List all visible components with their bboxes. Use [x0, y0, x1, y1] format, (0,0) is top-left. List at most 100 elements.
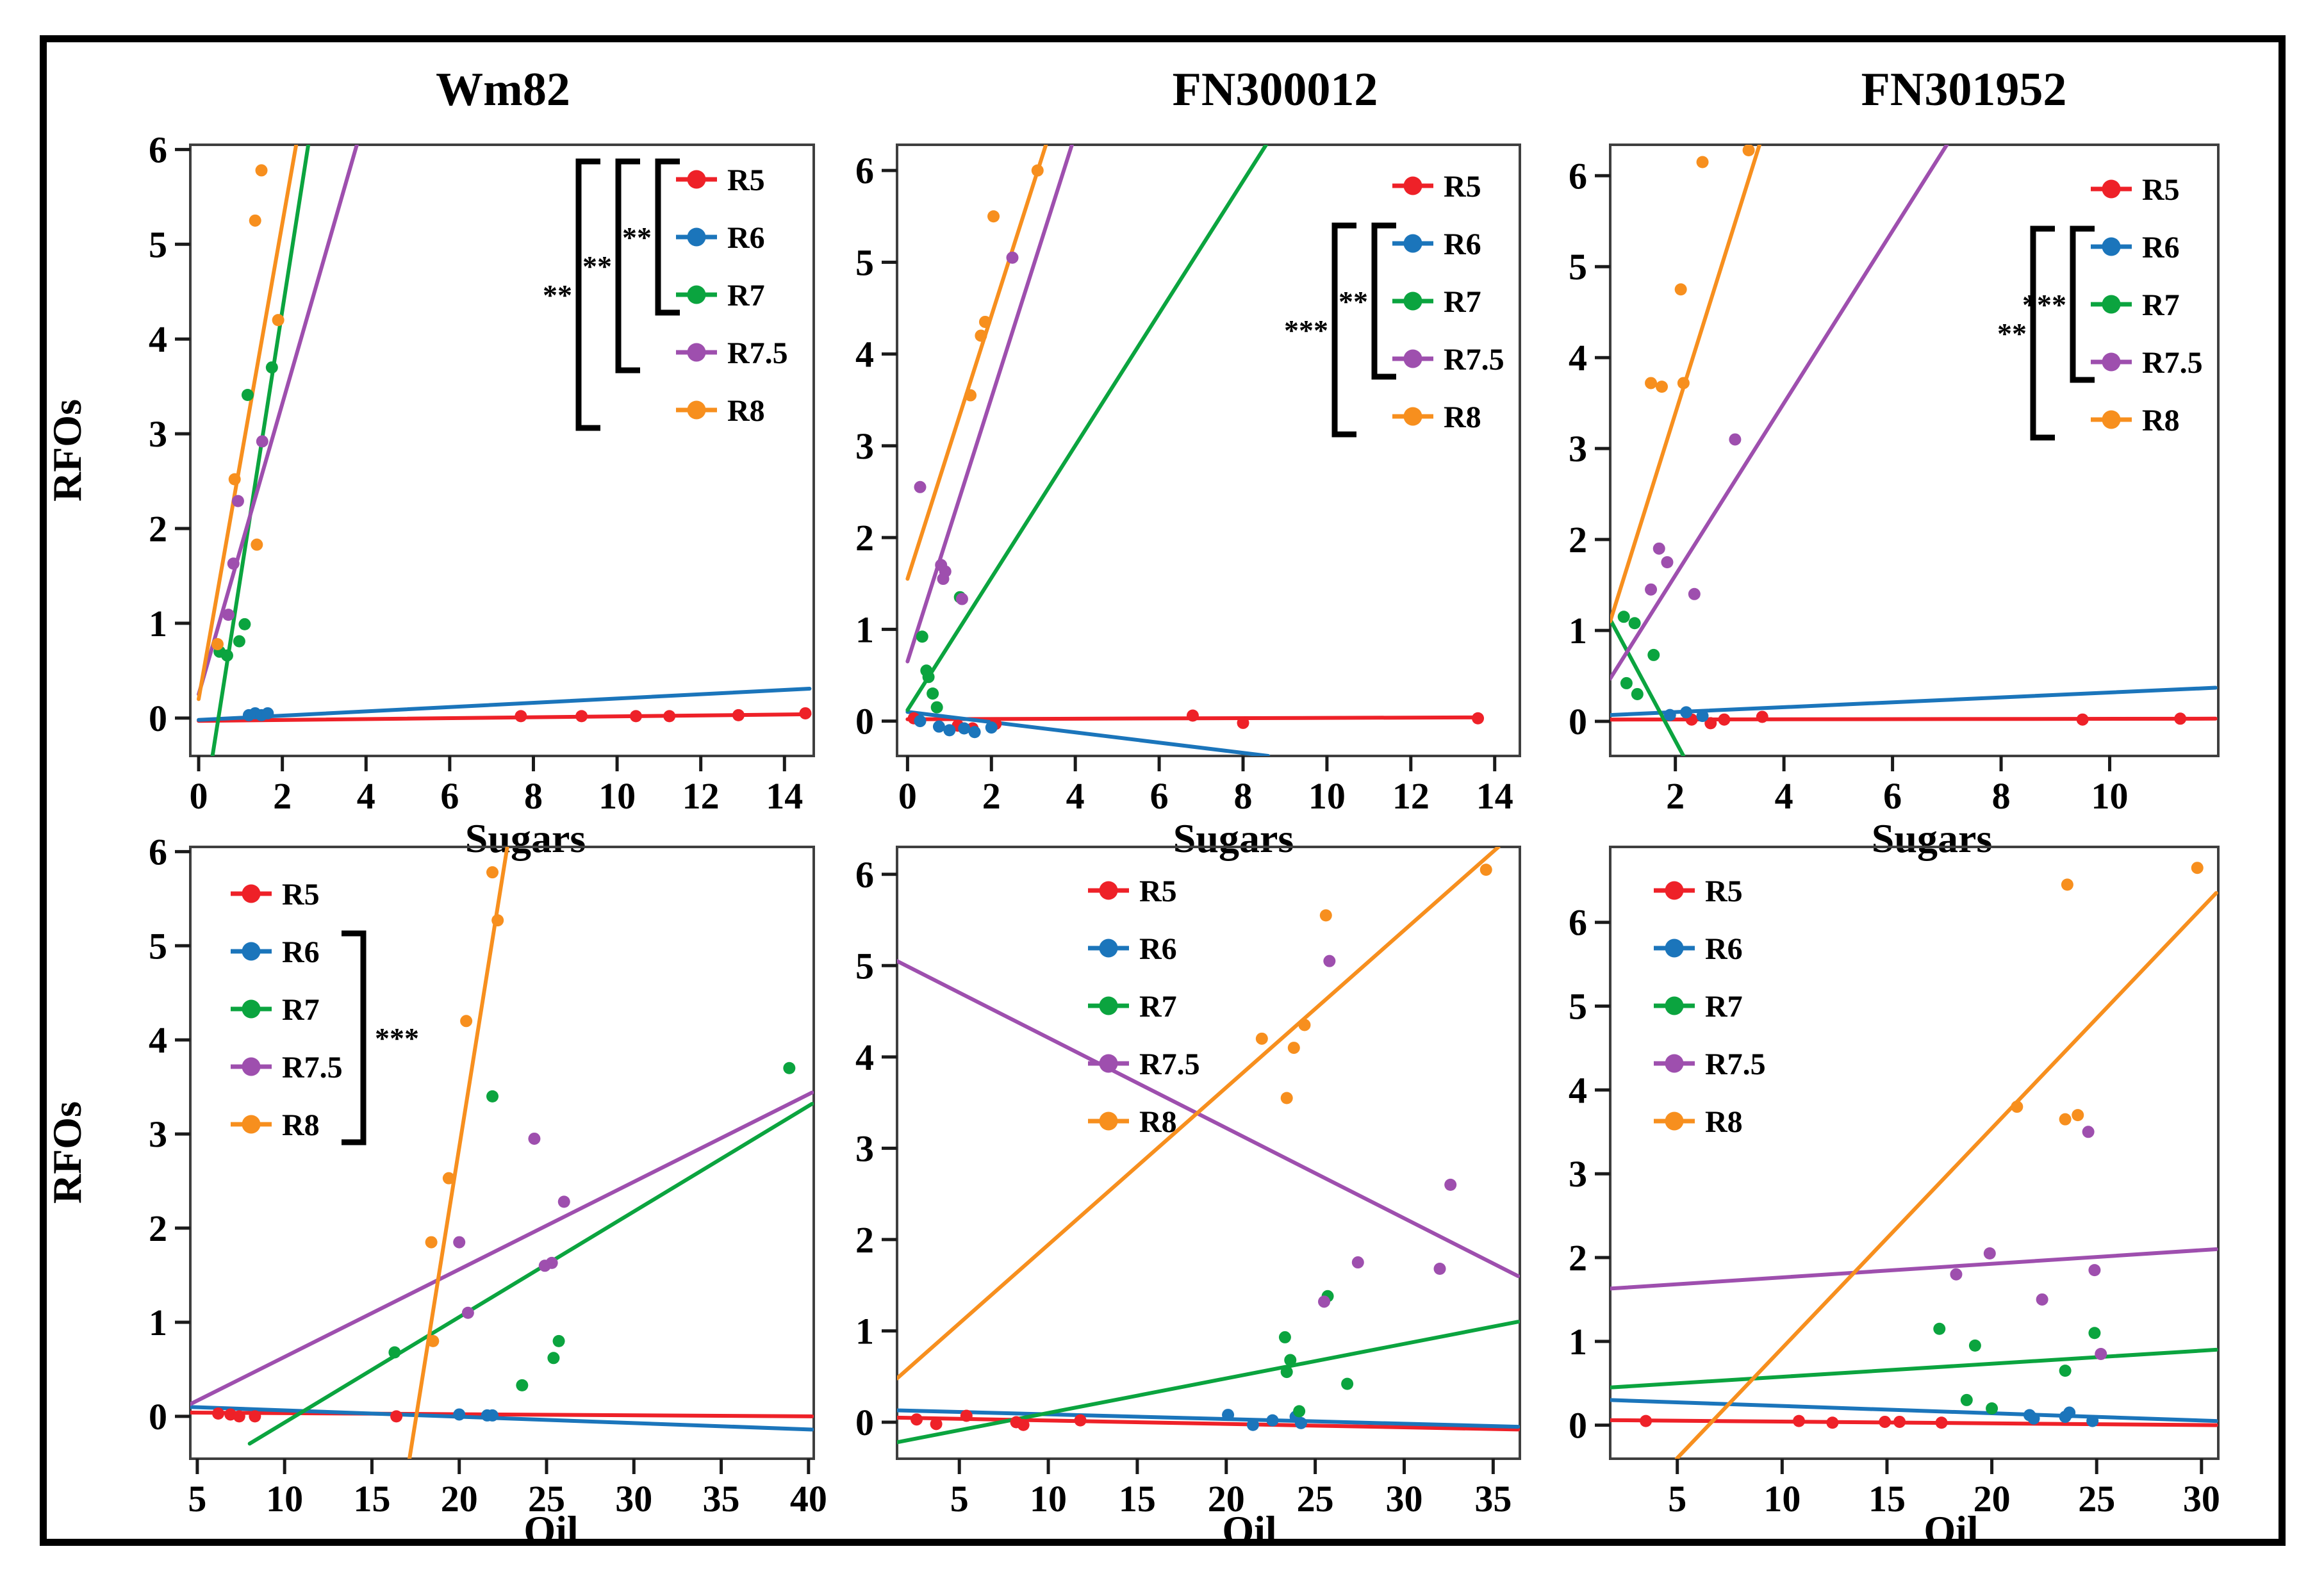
x-tick-label: 10	[598, 775, 636, 817]
legend-marker-dot-R8	[2102, 410, 2121, 429]
significance-label: ***	[1284, 314, 1328, 347]
R8-point	[1280, 1092, 1293, 1104]
y-tick-label: 6	[1569, 902, 1587, 944]
R8-point	[211, 637, 224, 650]
x-axis-label-oil-1: Oil	[523, 1507, 579, 1553]
legend-label-R8: R8	[1139, 1105, 1177, 1139]
x-axis-label-sugars-3: Sugars	[1871, 816, 1993, 861]
R5-point	[249, 1410, 261, 1423]
legend-marker-dot-R5	[687, 170, 706, 189]
R7-point	[388, 1346, 401, 1359]
R5-point	[233, 1410, 245, 1423]
R7-point	[1293, 1405, 1306, 1418]
y-tick-label: 1	[149, 603, 167, 644]
R8-trendline	[905, 145, 1048, 581]
R6-point	[1246, 1418, 1259, 1431]
legend-label-R7.5: R7.5	[727, 336, 788, 370]
x-tick-label: 30	[615, 1478, 652, 1520]
legend-marker-dot-R6	[1403, 234, 1422, 253]
y-tick-label: 0	[149, 1396, 167, 1438]
legend-marker-dot-R5	[2102, 179, 2121, 199]
significance-bracket	[342, 930, 367, 1145]
y-tick-label: 1	[149, 1302, 167, 1343]
R8-point	[1674, 283, 1687, 296]
R7.5-point	[2036, 1293, 2048, 1306]
legend-marker-dot-R5	[242, 884, 261, 903]
R6-trendline	[1610, 685, 2218, 718]
y-tick-label: 1	[1569, 1321, 1587, 1363]
R7-point	[922, 671, 935, 684]
R7-point	[241, 388, 254, 401]
x-tick-label: 25	[528, 1478, 565, 1520]
R7-point	[1960, 1393, 1973, 1406]
R6-point	[958, 722, 971, 735]
significance-label: **	[1997, 317, 2027, 350]
x-tick-label: 4	[1066, 775, 1085, 817]
R8-point	[272, 314, 284, 327]
R8-point	[1319, 909, 1332, 922]
legend-marker-dot-R7	[1665, 996, 1684, 1015]
R7.5-point	[1652, 542, 1665, 555]
R7-point	[265, 361, 278, 374]
y-tick-label: 6	[1569, 155, 1587, 197]
R8-point	[1031, 164, 1044, 177]
R7.5-point	[1444, 1178, 1457, 1191]
panel-fn301952-sugars: 2 4 6 8 10 0 1 2 3 4 5 6 R5 R6 R7 R7.5 R8 *****	[1569, 144, 2220, 817]
R5-point	[799, 707, 812, 719]
legend-label-R7.5: R7.5	[2142, 346, 2203, 380]
significance-bracket	[2070, 226, 2095, 383]
R5-trendline	[1610, 1418, 2218, 1427]
R7.5-trendline	[1610, 145, 1949, 681]
y-tick-label: 4	[1569, 337, 1587, 379]
R5-point	[1826, 1416, 1839, 1429]
R8-point	[2072, 1109, 2084, 1122]
x-tick-label: 12	[1392, 775, 1430, 817]
panel-title-fn301952: FN301952	[1861, 63, 2067, 116]
R8-trendline	[197, 145, 299, 701]
significance-bracket	[655, 158, 680, 316]
R7-trendline	[905, 145, 1268, 712]
significance-bracket	[2030, 226, 2055, 441]
R7-trendline	[210, 145, 311, 756]
R7-point	[516, 1379, 529, 1391]
R8-point	[975, 329, 987, 342]
legend-marker-dot-R5	[1099, 881, 1118, 900]
R8-point	[1645, 377, 1658, 390]
x-tick-label: 25	[1297, 1478, 1334, 1520]
R7.5-point	[1006, 251, 1019, 264]
R7-point	[1617, 611, 1630, 623]
plot-box	[189, 846, 815, 1460]
legend-label-R8: R8	[1705, 1105, 1743, 1139]
R7-point	[1933, 1322, 1946, 1335]
R6-trendline	[905, 710, 1271, 756]
legend-label-R5: R5	[1705, 874, 1743, 908]
significance-label: **	[582, 250, 612, 283]
legend-label-R7.5: R7.5	[1139, 1047, 1200, 1081]
R8-point	[491, 914, 504, 927]
significance-bracket	[615, 158, 640, 373]
y-tick-label: 3	[1569, 1153, 1587, 1195]
R6-point	[985, 721, 998, 734]
legend-marker-dot-R7.5	[687, 343, 706, 362]
x-tick-label: 2	[1666, 775, 1685, 817]
figure-border	[40, 35, 2286, 1546]
y-tick-label: 6	[855, 854, 874, 896]
R5-point	[629, 710, 642, 723]
legend-marker-dot-R6	[1665, 939, 1684, 958]
R7-point	[220, 649, 233, 662]
R7.5-point	[1323, 955, 1336, 967]
x-tick-label: 15	[1868, 1478, 1906, 1520]
legend-label-R7.5: R7.5	[1444, 343, 1504, 377]
significance-bracket	[1371, 222, 1396, 380]
R5-point	[2174, 712, 2187, 725]
R7-point	[233, 635, 245, 648]
significance-bracket	[575, 158, 600, 431]
R8-point	[978, 315, 991, 328]
R6-point	[2027, 1412, 2040, 1425]
legend-label-R7: R7	[1444, 285, 1481, 319]
legend-marker-dot-R7	[1403, 291, 1422, 311]
legend-label-R5: R5	[727, 163, 765, 197]
y-tick-label: 5	[855, 242, 874, 283]
panel-fn300012-oil: 5 10 15 20 25 30 35 0 1 2 3 4 5 6 R5 R6 R7 R7.5 R8	[855, 846, 1521, 1520]
legend-marker-dot-R6	[2102, 237, 2121, 256]
